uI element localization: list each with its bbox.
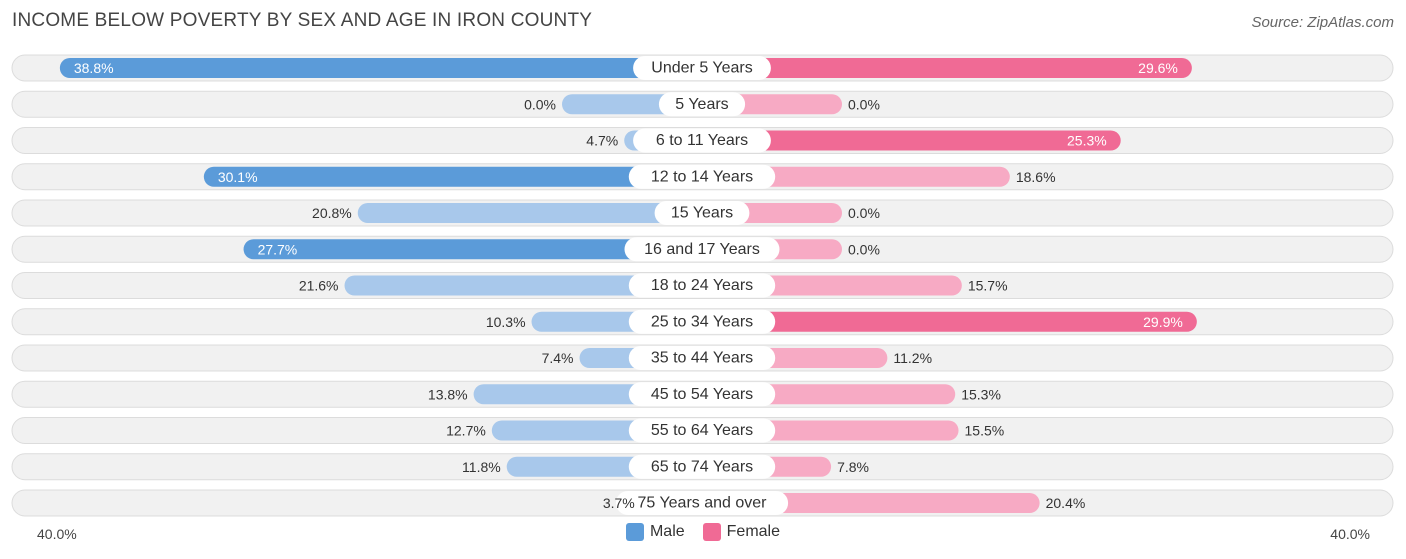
value-male-35-to-44-years: 7.4% bbox=[542, 350, 574, 366]
category-pill-75-years-and-over bbox=[615, 491, 789, 515]
legend-label-male: Male bbox=[649, 523, 685, 540]
legend-item-female: Female bbox=[702, 523, 781, 541]
axis-left-label: 40.0% bbox=[37, 526, 77, 542]
category-label-6-to-11-years: 6 to 11 Years bbox=[656, 132, 748, 149]
category-label-45-to-54-years: 45 to 54 Years bbox=[651, 386, 753, 403]
bar-female-25-to-34-years bbox=[702, 311, 1197, 332]
category-label-5-years: 5 Years bbox=[675, 96, 728, 113]
value-male-16-and-17-years: 27.7% bbox=[258, 241, 298, 257]
value-female-25-to-34-years: 29.9% bbox=[1143, 314, 1183, 330]
bar-male-16-and-17-years bbox=[243, 239, 702, 260]
category-pill-45-to-54-years bbox=[628, 382, 776, 407]
category-pill-35-to-44-years bbox=[628, 346, 776, 370]
category-label-75-years-and-over: 75 Years and over bbox=[638, 495, 768, 512]
category-pill-6-to-11-years bbox=[633, 128, 771, 153]
legend: Male Female bbox=[0, 523, 1406, 541]
value-male-15-years: 20.8% bbox=[312, 205, 352, 221]
bar-female-6-to-11-years bbox=[702, 130, 1121, 151]
value-male-5-years: 0.0% bbox=[524, 96, 556, 112]
value-female-18-to-24-years: 15.7% bbox=[968, 278, 1008, 294]
value-male-under-5-years: 38.8% bbox=[74, 60, 114, 76]
value-female-12-to-14-years: 18.6% bbox=[1016, 169, 1056, 185]
axis-right-label: 40.0% bbox=[1330, 526, 1370, 542]
value-female-45-to-54-years: 15.3% bbox=[961, 386, 1001, 402]
poverty-chart: Under 5 Years 38.8% 29.6% 5 Years 0.0% 0.0% 6 … bbox=[11, 54, 1394, 517]
category-label-12-to-14-years: 12 to 14 Years bbox=[651, 168, 753, 185]
category-label-15-years: 15 Years bbox=[671, 205, 733, 222]
value-female-6-to-11-years: 25.3% bbox=[1067, 133, 1107, 149]
value-female-75-years-and-over: 20.4% bbox=[1046, 495, 1086, 511]
value-female-35-to-44-years: 11.2% bbox=[893, 350, 932, 366]
category-pill-55-to-64-years bbox=[628, 418, 776, 443]
category-label-18-to-24-years: 18 to 24 Years bbox=[651, 277, 753, 294]
bar-male-12-to-14-years bbox=[203, 166, 702, 187]
category-pill-16-and-17-years bbox=[624, 237, 780, 262]
category-label-65-to-74-years: 65 to 74 Years bbox=[651, 458, 753, 475]
bar-male-15-years bbox=[357, 203, 702, 223]
category-pill-12-to-14-years bbox=[628, 164, 776, 189]
value-male-18-to-24-years: 21.6% bbox=[299, 278, 339, 294]
category-label-16-and-17-years: 16 and 17 Years bbox=[644, 241, 760, 258]
value-female-5-years: 0.0% bbox=[848, 96, 880, 112]
category-label-25-to-34-years: 25 to 34 Years bbox=[651, 313, 753, 330]
category-label-35-to-44-years: 35 to 44 Years bbox=[651, 350, 753, 367]
value-female-55-to-64-years: 15.5% bbox=[965, 423, 1005, 439]
category-pill-18-to-24-years bbox=[628, 273, 776, 298]
value-female-15-years: 0.0% bbox=[848, 205, 880, 221]
category-pill-25-to-34-years bbox=[628, 309, 776, 334]
legend-item-male: Male bbox=[625, 523, 685, 541]
category-label-55-to-64-years: 55 to 64 Years bbox=[651, 422, 753, 439]
bar-male-18-to-24-years bbox=[344, 275, 702, 296]
legend-label-female: Female bbox=[726, 523, 781, 540]
chart-title: INCOME BELOW POVERTY BY SEX AND AGE IN I… bbox=[12, 10, 593, 31]
value-female-16-and-17-years: 0.0% bbox=[848, 241, 880, 257]
legend-swatch-female bbox=[702, 523, 721, 541]
bar-male-under-5-years bbox=[59, 58, 703, 78]
value-male-45-to-54-years: 13.8% bbox=[428, 386, 468, 402]
bar-female-12-to-14-years bbox=[702, 166, 1010, 187]
value-female-65-to-74-years: 7.8% bbox=[837, 459, 869, 475]
category-pill-65-to-74-years bbox=[628, 454, 776, 479]
category-label-under-5-years: Under 5 Years bbox=[651, 60, 752, 77]
legend-swatch-male bbox=[625, 523, 644, 541]
value-male-65-to-74-years: 11.8% bbox=[462, 459, 501, 475]
value-male-75-years-and-over: 3.7% bbox=[603, 495, 635, 511]
value-male-12-to-14-years: 30.1% bbox=[218, 169, 258, 185]
category-pill-5-years bbox=[658, 92, 746, 117]
chart-source: Source: ZipAtlas.com bbox=[1251, 14, 1394, 31]
value-female-under-5-years: 29.6% bbox=[1138, 60, 1178, 76]
category-pill-under-5-years bbox=[633, 56, 771, 80]
bar-female-under-5-years bbox=[702, 58, 1192, 78]
value-male-55-to-64-years: 12.7% bbox=[446, 423, 486, 439]
value-male-25-to-34-years: 10.3% bbox=[486, 314, 526, 330]
category-pill-15-years bbox=[654, 201, 750, 225]
value-male-6-to-11-years: 4.7% bbox=[586, 133, 618, 149]
